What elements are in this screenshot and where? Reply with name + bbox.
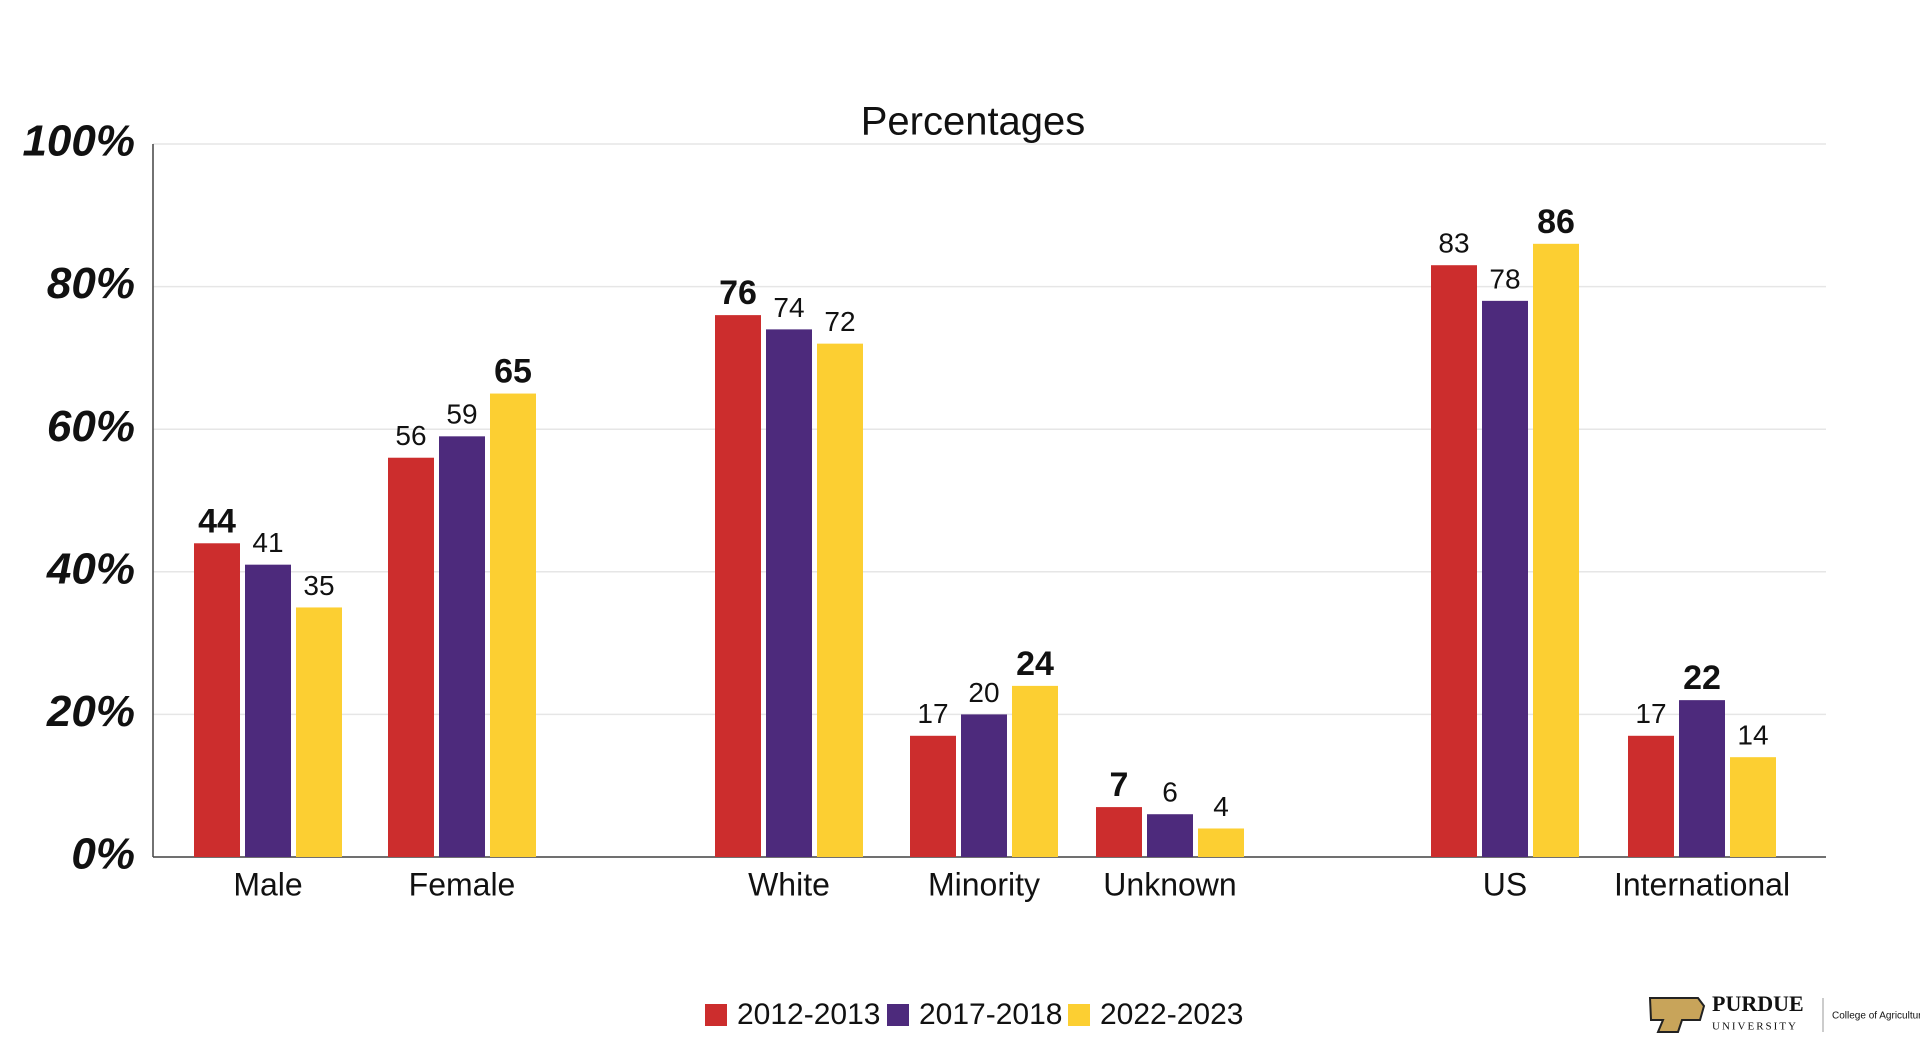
y-tick-label: 20% xyxy=(46,687,135,736)
bar xyxy=(296,607,342,857)
value-label: 41 xyxy=(252,527,283,558)
bar xyxy=(1198,828,1244,857)
value-label: 14 xyxy=(1737,720,1768,751)
bar xyxy=(439,436,485,857)
value-label: 56 xyxy=(395,420,426,451)
value-label: 7 xyxy=(1110,766,1129,804)
value-label: 65 xyxy=(494,353,532,391)
x-tick-label: International xyxy=(1614,866,1790,902)
chart-title: Percentages xyxy=(861,100,1086,144)
logo-mark xyxy=(1648,997,1706,1033)
y-tick-label: 0% xyxy=(71,830,135,879)
legend-label: 2012-2013 xyxy=(737,998,880,1031)
x-tick-label: Female xyxy=(409,866,516,902)
bar xyxy=(1482,300,1528,857)
value-label: 4 xyxy=(1213,791,1229,822)
bar xyxy=(1096,807,1142,857)
logo-unit: College of Agriculture xyxy=(1832,1011,1920,1022)
legend-label: 2022-2023 xyxy=(1100,998,1243,1031)
bar xyxy=(1679,700,1725,857)
y-tick-label: 100% xyxy=(22,117,135,166)
bar xyxy=(910,735,956,857)
bar xyxy=(1147,814,1193,857)
value-label: 86 xyxy=(1537,203,1575,241)
logo: PURDUE UNIVERSITY College of Agriculture xyxy=(1648,991,1920,1033)
bar xyxy=(1431,265,1477,858)
x-tick-label: Minority xyxy=(928,866,1040,902)
value-label: 83 xyxy=(1438,228,1469,259)
legend-swatch xyxy=(705,1004,727,1026)
value-label: 22 xyxy=(1683,659,1721,697)
bar xyxy=(1628,735,1674,857)
bar xyxy=(1730,757,1776,857)
value-label: 78 xyxy=(1489,263,1520,294)
value-label: 6 xyxy=(1162,777,1178,808)
logo-subname: UNIVERSITY xyxy=(1712,1021,1798,1033)
x-tick-label: US xyxy=(1483,866,1527,902)
bar xyxy=(388,457,434,857)
value-label: 17 xyxy=(1635,698,1666,729)
bar xyxy=(490,393,536,857)
value-label: 59 xyxy=(446,399,477,430)
x-tick-label: Unknown xyxy=(1103,866,1236,902)
bar xyxy=(1012,685,1058,857)
bar xyxy=(194,543,240,857)
bar xyxy=(715,315,761,857)
bar xyxy=(961,714,1007,857)
y-tick-label: 40% xyxy=(46,544,135,593)
legend-swatch xyxy=(1068,1004,1090,1026)
value-label: 72 xyxy=(824,306,855,337)
x-tick-label: White xyxy=(748,866,830,902)
legend-label: 2017-2018 xyxy=(919,998,1062,1031)
y-tick-label: 80% xyxy=(47,259,135,308)
value-label: 20 xyxy=(968,677,999,708)
x-tick-label: Male xyxy=(233,866,302,902)
value-label: 17 xyxy=(917,698,948,729)
bar xyxy=(817,343,863,857)
logo-name: PURDUE xyxy=(1712,991,1804,1016)
bar xyxy=(245,564,291,857)
value-label: 74 xyxy=(773,292,804,323)
value-label: 76 xyxy=(719,274,757,312)
bar xyxy=(1533,243,1579,857)
value-label: 35 xyxy=(303,570,334,601)
legend-swatch xyxy=(887,1004,909,1026)
bar xyxy=(766,329,812,857)
value-label: 44 xyxy=(198,502,236,540)
y-tick-label: 60% xyxy=(47,402,135,451)
value-label: 24 xyxy=(1016,645,1054,683)
